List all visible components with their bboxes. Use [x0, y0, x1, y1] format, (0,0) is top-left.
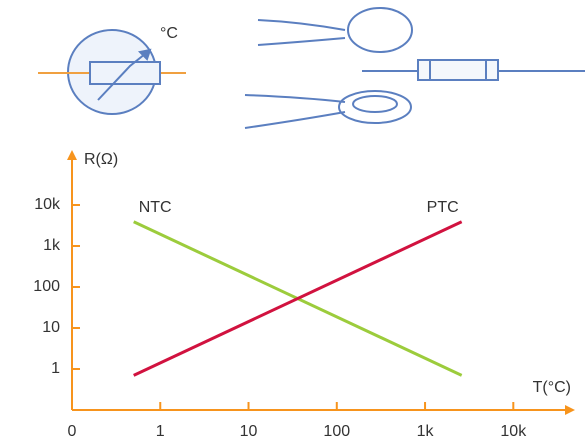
- chart: R(Ω) T(°C) 1 10 100 1k 10k 0 1 10 100 1k 10k NTC PTC: [33, 150, 575, 440]
- y-tick-label: 100: [33, 278, 60, 295]
- disc-leads: [258, 20, 345, 45]
- y-tick-label: 10k: [34, 196, 61, 213]
- y-tick-label: 10: [42, 319, 60, 336]
- x-tick-label: 1: [156, 423, 165, 440]
- series-label: NTC: [139, 199, 172, 216]
- x-tick-label: 0: [68, 423, 77, 440]
- y-axis-label: R(Ω): [84, 151, 118, 168]
- x-axis-label: T(°C): [533, 379, 571, 396]
- page: °C R(Ω) T(°C) 1 10 100 1k 10k 0 1 10 100 1k 10k NTC PT…: [0, 0, 585, 443]
- x-tick-label: 10k: [500, 423, 527, 440]
- disc-body: [348, 8, 412, 52]
- symbol-label: °C: [160, 25, 178, 42]
- symbol-resistor: [90, 62, 160, 84]
- x-tick-label: 1k: [417, 423, 435, 440]
- x-tick-label: 10: [240, 423, 258, 440]
- y-tick-label: 1k: [43, 237, 61, 254]
- x-axis-arrow: [565, 405, 575, 415]
- y-tick-label: 1: [51, 360, 60, 377]
- chip-leads: [245, 95, 345, 128]
- x-tick-label: 100: [323, 423, 350, 440]
- thermistor-illustration: °C: [38, 8, 585, 128]
- series-label: PTC: [427, 199, 459, 216]
- chip-top: [353, 96, 397, 112]
- y-axis-arrow: [67, 150, 77, 160]
